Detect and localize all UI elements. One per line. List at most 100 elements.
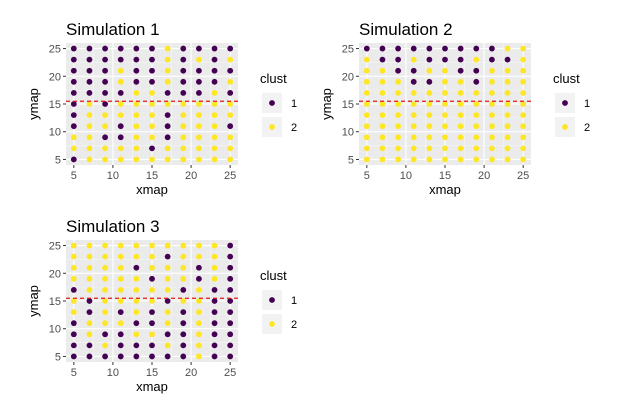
legend-label: 2 <box>291 319 297 331</box>
chart-title: Simulation 3 <box>66 217 160 236</box>
data-point-cluster-1 <box>410 67 417 74</box>
data-point-cluster-2 <box>164 67 171 74</box>
data-point-cluster-1 <box>149 342 155 349</box>
x-tick-label: 25 <box>224 367 236 379</box>
data-point-cluster-2 <box>363 145 370 152</box>
data-point-cluster-2 <box>211 134 218 141</box>
data-point-cluster-2 <box>211 156 218 163</box>
data-point-cluster-2 <box>227 56 234 63</box>
data-point-cluster-2 <box>133 101 140 107</box>
data-point-cluster-2 <box>457 78 464 85</box>
data-point-cluster-2 <box>117 264 124 271</box>
data-point-cluster-2 <box>504 90 511 96</box>
data-point-cluster-1 <box>70 67 77 74</box>
legend-swatch-cluster-2 <box>562 124 568 130</box>
data-point-cluster-2 <box>473 123 480 130</box>
data-point-cluster-1 <box>117 134 124 141</box>
data-point-cluster-2 <box>133 123 140 130</box>
data-point-cluster-2 <box>180 298 187 304</box>
data-point-cluster-1 <box>86 342 93 349</box>
data-point-cluster-1 <box>102 56 108 63</box>
data-point-cluster-2 <box>504 78 511 85</box>
y-tick-label: 5 <box>55 351 61 363</box>
data-point-cluster-2 <box>86 242 93 249</box>
data-point-cluster-2 <box>227 145 234 152</box>
data-point-cluster-2 <box>164 78 171 85</box>
data-point-cluster-2 <box>211 264 218 271</box>
data-point-cluster-2 <box>180 264 187 271</box>
data-point-cluster-2 <box>442 78 448 85</box>
x-axis-title: xmap <box>429 182 461 197</box>
data-point-cluster-2 <box>520 101 527 107</box>
data-point-cluster-2 <box>489 145 495 152</box>
data-point-cluster-1 <box>70 90 77 96</box>
data-point-cluster-2 <box>520 45 527 52</box>
data-point-cluster-2 <box>426 156 433 163</box>
x-tick-label: 25 <box>224 170 236 182</box>
data-point-cluster-2 <box>410 156 417 163</box>
data-point-cluster-1 <box>70 342 77 349</box>
data-point-cluster-2 <box>86 101 93 107</box>
data-point-cluster-1 <box>149 145 155 152</box>
data-point-cluster-1 <box>164 353 171 360</box>
data-point-cluster-2 <box>211 123 218 130</box>
data-point-cluster-2 <box>489 67 495 74</box>
data-point-cluster-1 <box>149 309 155 315</box>
data-point-cluster-1 <box>227 242 234 249</box>
data-point-cluster-2 <box>504 134 511 141</box>
data-point-cluster-1 <box>70 112 77 118</box>
data-point-cluster-2 <box>164 56 171 63</box>
data-point-cluster-2 <box>180 242 187 249</box>
data-point-cluster-2 <box>102 123 108 130</box>
legend: clust 1 2 <box>260 71 297 137</box>
data-point-cluster-2 <box>117 275 124 282</box>
data-point-cluster-2 <box>363 134 370 141</box>
data-point-cluster-1 <box>133 56 140 63</box>
data-point-cluster-1 <box>164 298 171 304</box>
y-axis-title: ymap <box>26 88 41 120</box>
data-point-cluster-1 <box>86 67 93 74</box>
data-point-cluster-1 <box>196 67 202 74</box>
legend: clust 1 2 <box>260 268 297 334</box>
data-point-cluster-2 <box>426 101 433 107</box>
data-point-cluster-1 <box>457 56 464 63</box>
y-tick-label: 10 <box>49 324 61 336</box>
data-point-cluster-2 <box>489 156 495 163</box>
data-point-cluster-2 <box>379 101 386 107</box>
data-point-cluster-2 <box>180 145 187 152</box>
data-point-cluster-2 <box>164 320 171 327</box>
data-point-cluster-1 <box>227 275 234 282</box>
data-point-cluster-2 <box>86 253 93 260</box>
data-point-cluster-2 <box>149 112 155 118</box>
x-tick-label: 15 <box>146 367 158 379</box>
chart-panel-1: Simulation 1 5 10 15 20 25 5 10 15 20 25 xmap ymap cl… <box>26 20 297 197</box>
data-point-cluster-2 <box>426 134 433 141</box>
data-point-cluster-1 <box>102 101 108 107</box>
data-point-cluster-2 <box>102 242 108 249</box>
data-point-cluster-1 <box>86 90 93 96</box>
data-point-cluster-1 <box>227 353 234 360</box>
data-point-cluster-1 <box>227 342 234 349</box>
data-point-cluster-2 <box>70 298 77 304</box>
data-point-cluster-2 <box>180 101 187 107</box>
data-point-cluster-2 <box>196 134 202 141</box>
data-point-cluster-1 <box>70 353 77 360</box>
chart-title: Simulation 2 <box>359 20 453 39</box>
data-point-cluster-2 <box>395 101 401 107</box>
legend-swatch-cluster-1 <box>562 100 568 106</box>
data-point-cluster-1 <box>70 56 77 63</box>
data-point-cluster-2 <box>504 145 511 152</box>
data-point-cluster-2 <box>457 112 464 118</box>
data-point-cluster-2 <box>149 101 155 107</box>
data-point-cluster-1 <box>180 331 187 338</box>
data-point-cluster-2 <box>211 275 218 282</box>
data-point-cluster-1 <box>133 67 140 74</box>
data-point-cluster-2 <box>70 275 77 282</box>
y-tick-label: 25 <box>49 44 61 56</box>
y-axis-title: ymap <box>319 88 334 120</box>
data-point-cluster-1 <box>196 275 202 282</box>
data-point-cluster-2 <box>196 342 202 349</box>
data-point-cluster-2 <box>363 123 370 130</box>
data-point-cluster-2 <box>196 112 202 118</box>
data-point-cluster-1 <box>133 78 140 85</box>
